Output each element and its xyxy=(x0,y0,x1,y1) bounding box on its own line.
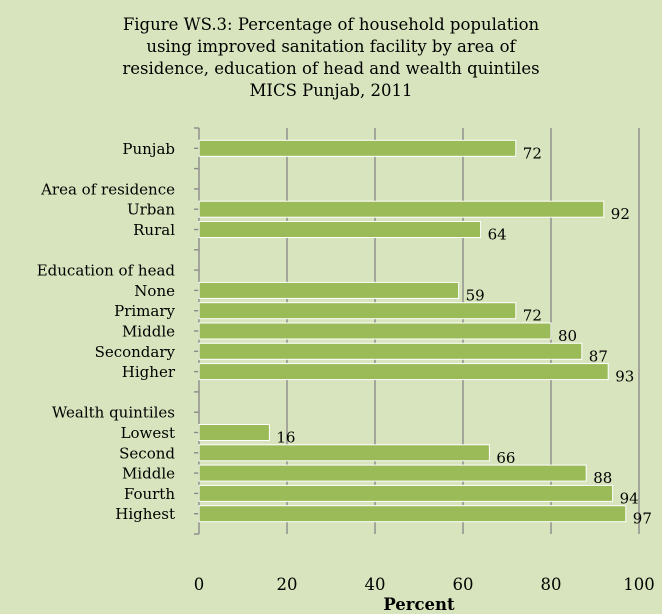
category-label: Highest xyxy=(115,505,175,523)
bar xyxy=(198,322,552,340)
bar xyxy=(198,139,517,157)
data-label: 87 xyxy=(589,347,608,365)
category-label: Middle xyxy=(122,323,175,341)
data-label: 59 xyxy=(466,286,485,304)
bar xyxy=(198,484,614,502)
bar xyxy=(198,505,627,523)
category-label: Area of residence xyxy=(40,180,175,198)
chart-title-line-1: Figure WS.3: Percentage of household pop… xyxy=(122,15,540,34)
x-tick-label: 0 xyxy=(194,575,205,594)
chart-title-line-2: using improved sanitation facility by ar… xyxy=(146,37,516,56)
category-label: None xyxy=(134,282,175,300)
data-label: 88 xyxy=(593,469,612,487)
data-label: 64 xyxy=(488,226,507,244)
bar xyxy=(198,302,517,320)
data-label: 16 xyxy=(276,429,295,447)
bar xyxy=(198,424,270,441)
category-label: Urban xyxy=(127,201,175,219)
bar xyxy=(198,200,605,218)
bar xyxy=(198,363,609,381)
x-tick-label: 80 xyxy=(541,575,562,594)
category-label: Fourth xyxy=(124,485,175,503)
data-label: 97 xyxy=(633,510,652,528)
chart-title-line-4: MICS Punjab, 2011 xyxy=(249,81,413,100)
x-axis-label: Percent xyxy=(383,595,455,614)
category-label: Second xyxy=(119,444,175,462)
data-label: 80 xyxy=(558,327,577,345)
category-label: Higher xyxy=(122,363,176,381)
category-label: Secondary xyxy=(95,343,176,361)
chart-title-line-3: residence, education of head and wealth … xyxy=(122,59,540,78)
bar xyxy=(198,221,482,238)
category-label: Primary xyxy=(114,302,175,320)
data-label: 93 xyxy=(615,368,634,386)
category-label: Middle xyxy=(122,465,175,483)
data-label: 92 xyxy=(611,205,630,223)
data-label: 94 xyxy=(620,489,639,507)
category-label: Education of head xyxy=(37,262,176,280)
data-label: 72 xyxy=(523,307,542,325)
x-tick-label: 20 xyxy=(277,575,298,594)
bar xyxy=(198,464,587,482)
category-label: Lowest xyxy=(121,424,175,442)
category-label: Wealth quintiles xyxy=(52,404,175,422)
x-tick-label: 60 xyxy=(453,575,474,594)
category-label: Rural xyxy=(133,221,175,239)
data-label: 72 xyxy=(523,144,542,162)
bar xyxy=(198,342,583,360)
x-tick-label: 100 xyxy=(623,575,655,594)
x-tick-label: 40 xyxy=(365,575,386,594)
data-label: 66 xyxy=(496,449,515,467)
category-label: Punjab xyxy=(122,140,175,158)
bar xyxy=(198,444,490,462)
bar xyxy=(198,281,460,299)
